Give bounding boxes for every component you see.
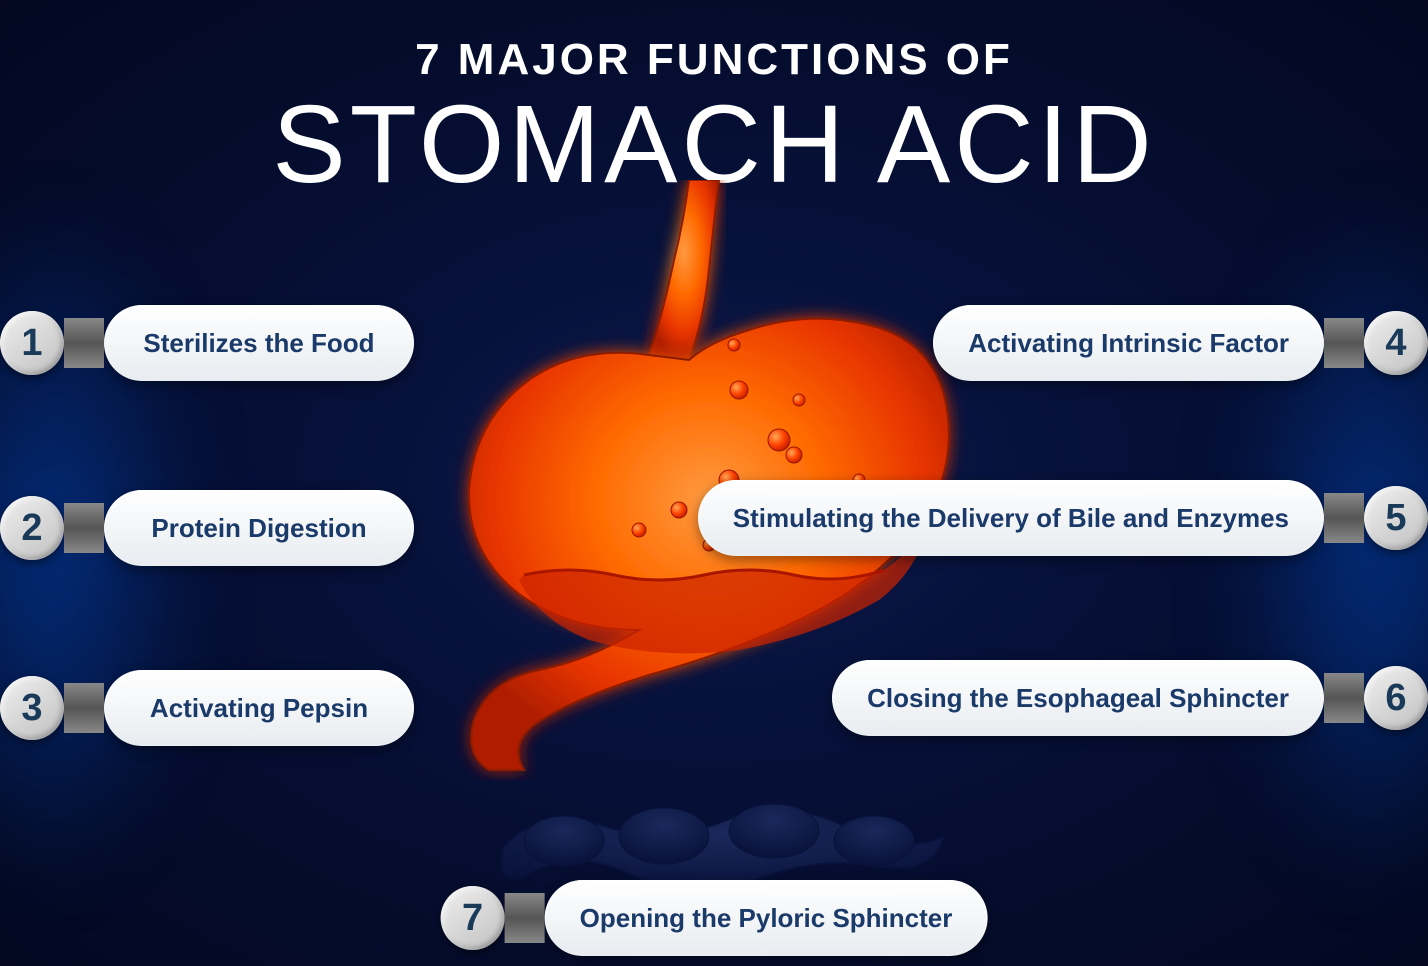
callout-text-1: Sterilizes the Food <box>143 327 374 360</box>
callout-2: 2 Protein Digestion <box>0 490 414 566</box>
callout-text-5: Stimulating the Delivery of Bile and Enz… <box>733 502 1289 535</box>
callout-pill-5: Stimulating the Delivery of Bile and Enz… <box>698 480 1324 556</box>
connector-icon <box>64 318 104 368</box>
connector-icon <box>1324 673 1364 723</box>
callout-text-6: Closing the Esophageal Sphincter <box>867 682 1289 715</box>
callout-text-3: Activating Pepsin <box>150 692 368 725</box>
callout-pill-6: Closing the Esophageal Sphincter <box>832 660 1324 736</box>
callout-7: 7 Opening the Pyloric Sphincter <box>441 880 988 956</box>
callout-number-1: 1 <box>0 311 64 375</box>
callout-1: 1 Sterilizes the Food <box>0 305 414 381</box>
connector-icon <box>505 893 545 943</box>
callout-number-2: 2 <box>0 496 64 560</box>
callout-5: 5 Stimulating the Delivery of Bile and E… <box>698 480 1428 556</box>
callout-number-7: 7 <box>441 886 505 950</box>
title-block: 7 MAJOR FUNCTIONS OF STOMACH ACID <box>0 35 1428 200</box>
connector-icon <box>64 683 104 733</box>
callout-number-5: 5 <box>1364 486 1428 550</box>
connector-icon <box>1324 493 1364 543</box>
callout-number-3: 3 <box>0 676 64 740</box>
callout-pill-3: Activating Pepsin <box>104 670 414 746</box>
connector-icon <box>1324 318 1364 368</box>
callout-pill-1: Sterilizes the Food <box>104 305 414 381</box>
callout-pill-7: Opening the Pyloric Sphincter <box>545 880 988 956</box>
subtitle: 7 MAJOR FUNCTIONS OF <box>0 35 1428 85</box>
callout-text-4: Activating Intrinsic Factor <box>968 327 1289 360</box>
connector-icon <box>64 503 104 553</box>
callout-4: 4 Activating Intrinsic Factor <box>933 305 1428 381</box>
callout-6: 6 Closing the Esophageal Sphincter <box>832 660 1428 736</box>
callout-text-2: Protein Digestion <box>151 512 366 545</box>
callout-number-6: 6 <box>1364 666 1428 730</box>
callout-number-4: 4 <box>1364 311 1428 375</box>
callout-3: 3 Activating Pepsin <box>0 670 414 746</box>
callout-text-7: Opening the Pyloric Sphincter <box>580 902 953 935</box>
callout-pill-2: Protein Digestion <box>104 490 414 566</box>
callout-pill-4: Activating Intrinsic Factor <box>933 305 1324 381</box>
